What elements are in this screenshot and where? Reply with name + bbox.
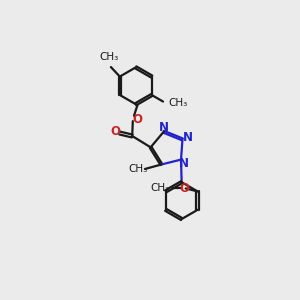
Text: CH₃: CH₃ [150, 183, 170, 194]
Text: CH₃: CH₃ [100, 52, 119, 62]
Text: N: N [178, 157, 188, 170]
Text: CH₃: CH₃ [129, 164, 148, 174]
Text: CH₃: CH₃ [168, 98, 188, 108]
Text: O: O [179, 182, 189, 195]
Text: N: N [159, 121, 169, 134]
Text: O: O [111, 125, 121, 138]
Text: N: N [182, 131, 193, 144]
Text: O: O [133, 113, 142, 126]
